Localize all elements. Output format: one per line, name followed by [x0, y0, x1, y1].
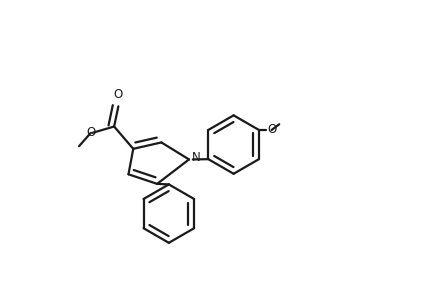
Text: O: O	[114, 88, 123, 101]
Text: O: O	[86, 126, 95, 139]
Text: N: N	[191, 152, 200, 164]
Text: O: O	[267, 123, 277, 136]
